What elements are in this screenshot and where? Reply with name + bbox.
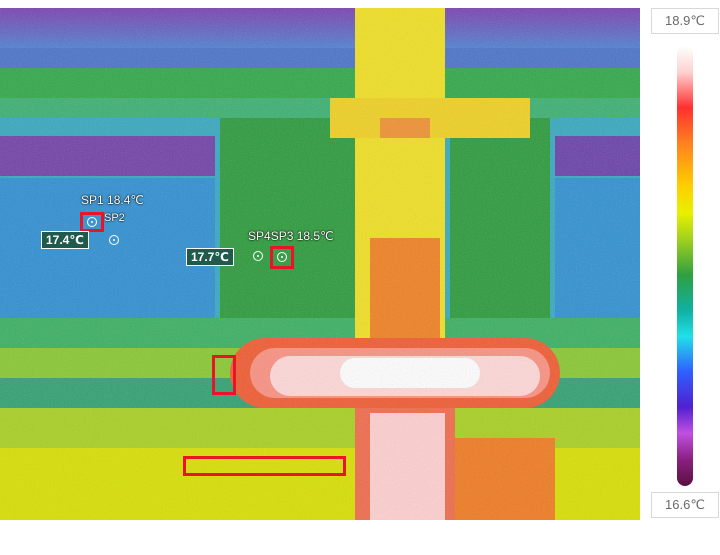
annotation-box-left-edge[interactable] bbox=[212, 355, 236, 395]
target-icon[interactable] bbox=[109, 235, 119, 245]
sp4-temperature-readout: 17.7℃ bbox=[186, 248, 234, 266]
sp2-label: SP2 bbox=[104, 212, 125, 224]
sp3-highlight-box[interactable] bbox=[270, 246, 294, 269]
sp2-temperature-readout: 17.4℃ bbox=[41, 231, 89, 249]
thermal-image[interactable]: SP1 18.4℃ SP2 17.4℃ SP4SP3 18.5℃ 17.7℃ bbox=[0, 8, 640, 520]
target-icon[interactable] bbox=[87, 217, 97, 227]
thermal-heatmap bbox=[0, 8, 640, 520]
target-icon[interactable] bbox=[253, 251, 263, 261]
sp1-label: SP1 18.4℃ bbox=[81, 193, 144, 207]
scale-max-label: 18.9℃ bbox=[651, 8, 719, 34]
sp1-highlight-box[interactable] bbox=[80, 212, 104, 232]
target-icon[interactable] bbox=[277, 252, 287, 262]
sp4-sp3-label: SP4SP3 18.5℃ bbox=[248, 229, 334, 243]
color-scale-bar bbox=[677, 46, 693, 486]
annotation-box-bottom-strip[interactable] bbox=[183, 456, 346, 476]
scale-min-label: 16.6℃ bbox=[651, 492, 719, 518]
